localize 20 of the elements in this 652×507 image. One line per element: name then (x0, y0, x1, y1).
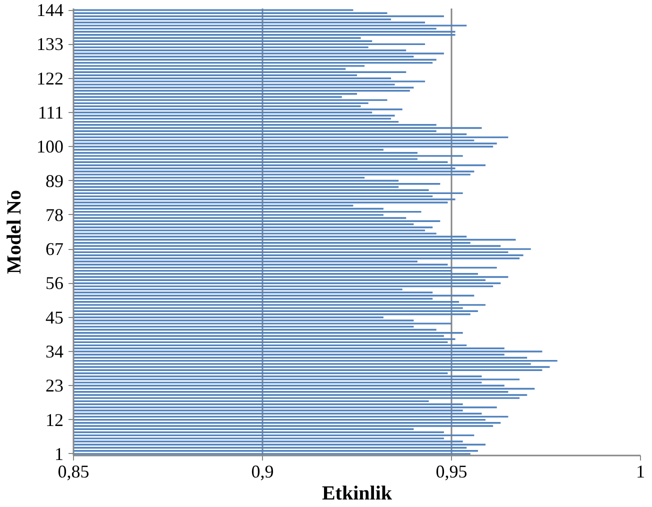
y-tick-label: 12 (46, 410, 64, 430)
y-tick-label: 78 (46, 204, 64, 225)
y-tick-label: 100 (36, 136, 64, 157)
x-tick-label: 0,85 (58, 462, 90, 482)
x-axis-title: Etkinlik (322, 482, 393, 504)
y-tick-label: 23 (46, 376, 64, 396)
y-tick-label: 67 (46, 239, 64, 260)
x-tick-label: 0,95 (436, 462, 468, 482)
y-tick-label: 56 (46, 273, 64, 294)
y-tick-label: 89 (46, 170, 64, 191)
x-tick-label: 1 (636, 462, 645, 482)
y-tick-label: 122 (36, 68, 64, 88)
x-tick-label: 0,9 (251, 462, 274, 482)
y-tick-label: 144 (36, 0, 64, 20)
y-tick-label: 34 (46, 342, 64, 362)
y-axis-title: Model No (4, 190, 26, 274)
y-tick-label: 1 (54, 444, 64, 464)
y-tick-label: 133 (36, 34, 64, 54)
y-tick-label: 111 (38, 102, 64, 122)
y-tick-label: 45 (46, 307, 64, 328)
